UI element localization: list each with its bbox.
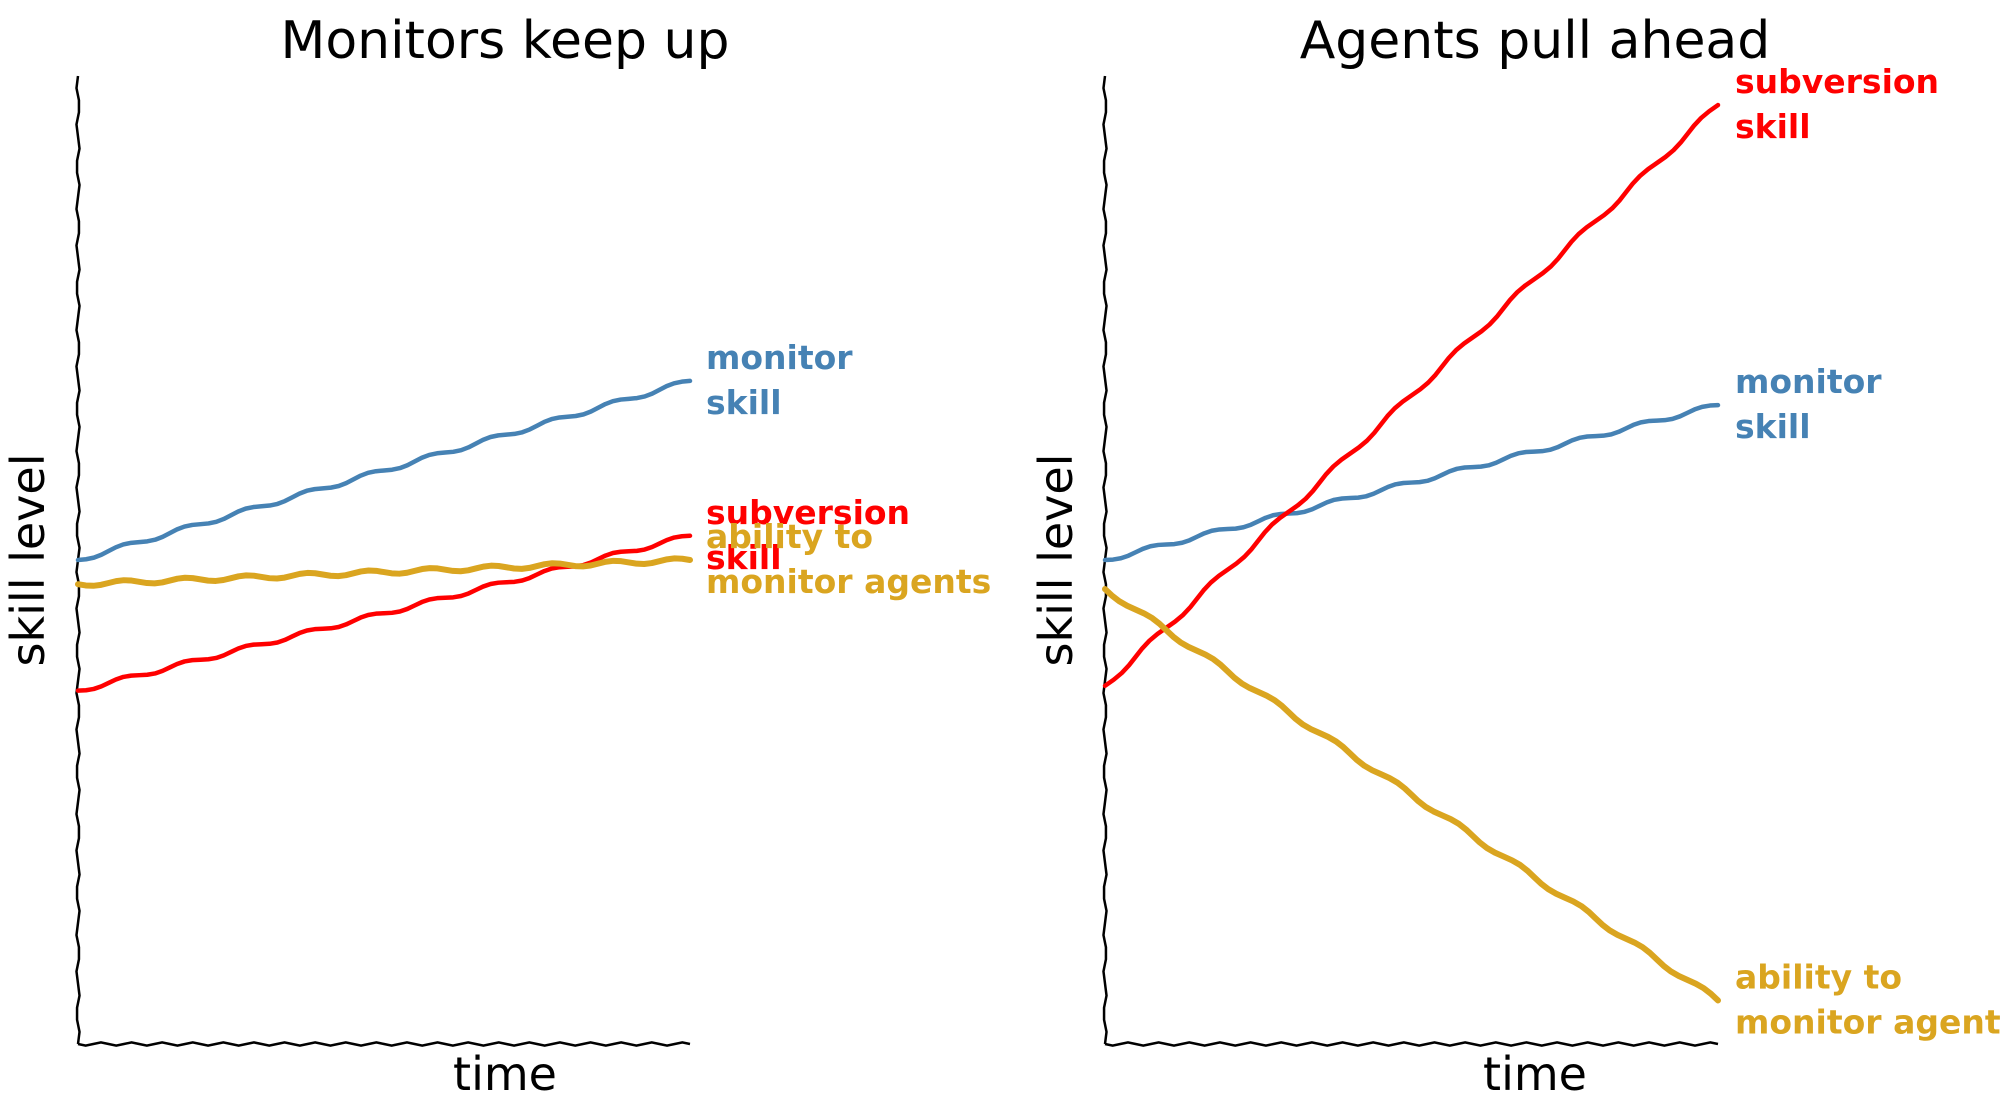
x-axis-line [1104,1041,1719,1047]
series-label-monitor-skill: skill [706,383,782,422]
chart-panel-right: Agents pull ahead time skill level monitor s… [1029,11,2000,1101]
series-line-ability-to-monitor-agents [1102,586,1721,1004]
series-line-subversion-skill [1102,102,1721,689]
series-line-monitor-skill [75,378,693,563]
series-label-subversion-skill: skill [1735,107,1811,146]
series-label-monitor-skill: monitor [1735,362,1882,401]
series-label-subversion-skill: subversion [706,493,910,532]
series-line-ability-to-monitor-agents [75,555,693,589]
series-line-monitor-skill [1102,402,1721,563]
series-label-ability-to-monitor-agents: ability to [1735,957,1902,996]
series-label-monitor-skill: skill [1735,407,1811,446]
x-axis-line [77,1041,691,1047]
chart-title: Agents pull ahead [1300,11,1771,71]
series-label-ability-to-monitor-agents: monitor agents [706,562,991,601]
series-label-ability-to-monitor-agents: monitor agents [1735,1002,2000,1041]
chart-title: Monitors keep up [280,11,729,71]
y-axis-label: skill level [1029,454,1083,667]
series-label-monitor-skill: monitor [706,338,853,377]
series-label-subversion-skill: skill [706,538,782,577]
y-axis-label: skill level [1,454,55,667]
chart-panel-left: Monitors keep up time skill level monitor sk… [1,11,991,1101]
series-label-ability-to-monitor-agents: ability to [706,517,873,556]
x-axis-label: time [1483,1047,1587,1101]
series-line-subversion-skill [75,533,693,693]
x-axis-label: time [453,1047,557,1101]
series-label-subversion-skill: subversion [1735,62,1939,101]
